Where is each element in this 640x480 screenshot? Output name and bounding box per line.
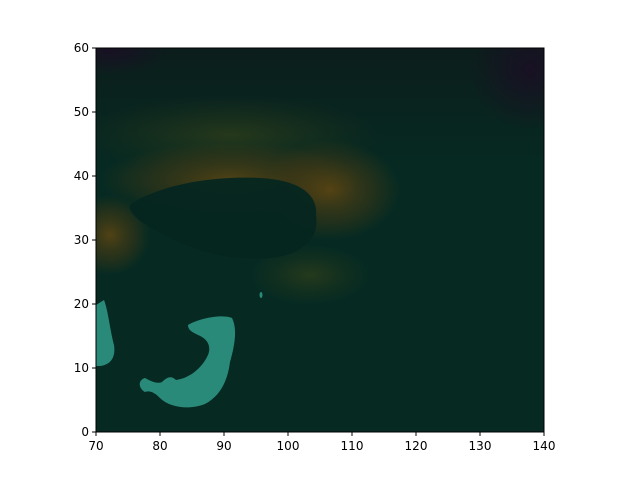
- x-tick-label: 100: [277, 439, 300, 453]
- x-tick-label: 90: [216, 439, 231, 453]
- y-tick-label: 20: [74, 297, 89, 311]
- olive-south: [250, 245, 370, 305]
- y-tick-label: 40: [74, 169, 89, 183]
- x-tick-label: 140: [533, 439, 556, 453]
- teal-patch-indian: [139, 316, 236, 408]
- x-tick-label: 110: [341, 439, 364, 453]
- y-tick-label: 10: [74, 361, 89, 375]
- plot-area: [96, 48, 544, 432]
- dark-plateau: [129, 177, 317, 259]
- y-tick-label: 50: [74, 105, 89, 119]
- x-tick-label: 70: [88, 439, 103, 453]
- y-tick-label: 60: [74, 41, 89, 55]
- teal-speck: [259, 292, 263, 298]
- dark-corner-right: [470, 48, 544, 130]
- y-tick-label: 0: [81, 425, 89, 439]
- y-tick-label: 30: [74, 233, 89, 247]
- dark-corner-left: [96, 48, 170, 75]
- x-tick-label: 130: [469, 439, 492, 453]
- x-axis: 70 80 90 100 110 120 130 140: [88, 432, 555, 453]
- y-axis: 0 10 20 30 40 50 60: [74, 41, 96, 439]
- x-tick-label: 80: [152, 439, 167, 453]
- x-tick-label: 120: [405, 439, 428, 453]
- teal-patch-arabian: [96, 300, 115, 366]
